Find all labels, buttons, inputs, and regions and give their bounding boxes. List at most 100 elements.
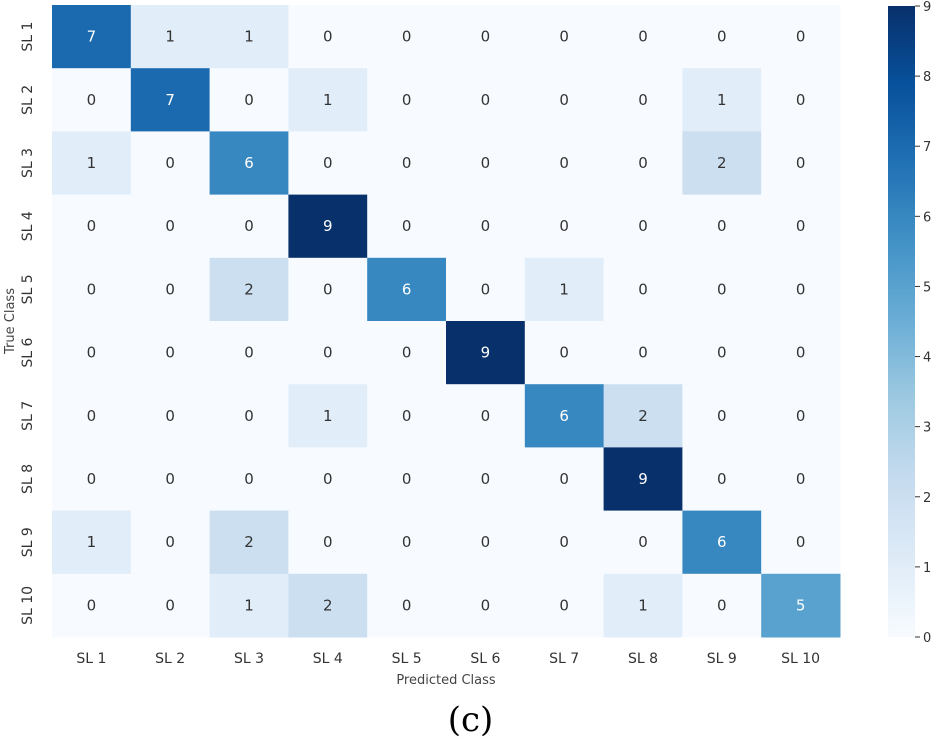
heatmap-cell	[130, 257, 211, 322]
heatmap-cell	[130, 5, 211, 69]
y-tick-label: SL 10	[20, 586, 36, 625]
y-tick-labels: SL 1 SL 2 SL 3 SL 4 SL 5 SL 6 SL 7 SL 8 SL 9 SL 1…	[20, 22, 36, 625]
cell-value-label: 0	[717, 470, 727, 488]
heatmap-cell	[682, 5, 762, 69]
cell-value-label: 0	[796, 280, 806, 298]
heatmap-cell	[524, 573, 605, 638]
heatmap-cell	[209, 194, 289, 259]
x-tick-labels: SL 1 SL 2 SL 3 SL 4 SL 5 SL 6 SL 7 SL 8 SL 9 SL 1…	[76, 651, 820, 667]
cell-value-label: 0	[796, 28, 806, 46]
heatmap-cell	[446, 5, 526, 69]
colorbar	[888, 6, 915, 637]
cell-value-label: 0	[559, 154, 569, 172]
heatmap-cell	[524, 447, 605, 512]
cell-value-label: 0	[323, 533, 333, 551]
heatmap-cell	[524, 321, 605, 385]
heatmap-cell	[52, 447, 132, 512]
colorbar-tick-label: 4	[923, 351, 931, 366]
cell-value-label: 0	[87, 344, 97, 362]
cell-value-label: 0	[717, 596, 727, 614]
cell-value-label: 0	[481, 280, 491, 298]
cell-value-label: 2	[244, 533, 254, 551]
cell-value-label: 0	[796, 344, 806, 362]
cell-value-label: 0	[638, 280, 648, 298]
cell-value-label: 1	[638, 596, 648, 614]
heatmap-cell	[288, 321, 368, 385]
heatmap-cell	[682, 447, 762, 512]
heatmap-cell	[761, 131, 841, 196]
heatmap-cell	[682, 573, 762, 638]
cell-value-label: 0	[638, 217, 648, 235]
y-tick-label: SL 1	[20, 22, 36, 52]
heatmap-cell	[130, 68, 211, 132]
cell-value-label: 0	[87, 217, 97, 235]
heatmap-cell	[446, 194, 526, 259]
cell-value-label: 0	[559, 91, 569, 109]
y-tick-label: SL 4	[20, 211, 36, 241]
heatmap-cell	[446, 321, 526, 385]
heatmap-cell	[288, 447, 368, 512]
heatmap-cell	[446, 384, 526, 448]
heatmap-cell	[367, 131, 447, 196]
x-tick-label: SL 7	[549, 651, 579, 667]
cell-value-label: 0	[481, 91, 491, 109]
x-tick-label: SL 2	[155, 651, 185, 667]
heatmap-cell	[603, 321, 683, 385]
heatmap-cell	[367, 447, 447, 512]
figure-caption: (c)	[447, 700, 494, 740]
heatmap-cell	[682, 321, 762, 385]
x-tick-label: SL 5	[392, 651, 422, 667]
heatmap-cell	[761, 384, 841, 448]
cell-value-label: 0	[638, 154, 648, 172]
heatmap-cell	[446, 68, 526, 132]
cell-value-label: 9	[638, 470, 648, 488]
heatmap-cell	[288, 5, 368, 69]
cell-value-label: 1	[559, 280, 569, 298]
y-tick-label: SL 8	[20, 464, 36, 494]
cell-value-label: 0	[402, 596, 412, 614]
heatmap-cell	[761, 257, 841, 322]
cell-value-label: 0	[796, 533, 806, 551]
cell-value-label: 0	[244, 470, 254, 488]
cell-value-label: 0	[481, 533, 491, 551]
heatmap-cell	[524, 257, 605, 322]
heatmap-cell	[524, 131, 605, 196]
cell-value-label: 0	[638, 28, 648, 46]
cell-value-label: 0	[323, 470, 333, 488]
heatmap-cell	[524, 384, 605, 448]
heatmap-cell	[524, 510, 605, 575]
heatmap-cell	[367, 510, 447, 575]
heatmap-cell	[130, 510, 211, 575]
heatmap-cell	[367, 384, 447, 448]
cell-value-label: 1	[87, 154, 97, 172]
heatmap-cell	[288, 131, 368, 196]
heatmap-cell	[209, 573, 289, 638]
heatmap-cell-labels: 7 1 1 0 0 0 0 0 0 0 0 7 0 1 0 0 0 0 1 0 1 0 6 0 0 0 0 0 2 0 0 0 0 9 0 0 0 0 0 0…	[87, 28, 806, 615]
heatmap-cell	[761, 5, 841, 69]
x-tick-label: SL 3	[234, 651, 264, 667]
heatmap-cell	[761, 573, 841, 638]
heatmap-cell	[603, 257, 683, 322]
heatmap-cell	[367, 68, 447, 132]
heatmap-cell	[682, 194, 762, 259]
cell-value-label: 0	[717, 217, 727, 235]
y-tick-label: SL 5	[20, 274, 36, 304]
x-tick-label: SL 9	[707, 651, 737, 667]
x-tick-label: SL 6	[470, 651, 500, 667]
cell-value-label: 6	[244, 154, 254, 172]
cell-value-label: 0	[165, 470, 175, 488]
colorbar-tick-label: 6	[923, 210, 931, 225]
cell-value-label: 0	[165, 533, 175, 551]
cell-value-label: 0	[244, 91, 254, 109]
cell-value-label: 0	[717, 28, 727, 46]
cell-value-label: 2	[323, 596, 333, 614]
heatmap-cells	[52, 5, 841, 638]
colorbar-tick-label: 8	[923, 70, 931, 85]
y-axis-title: True Class	[3, 288, 18, 355]
cell-value-label: 0	[638, 533, 648, 551]
heatmap-cell	[367, 194, 447, 259]
y-tick-label: SL 9	[20, 527, 36, 557]
cell-value-label: 0	[402, 154, 412, 172]
heatmap-cell	[209, 447, 289, 512]
heatmap-cell	[209, 321, 289, 385]
